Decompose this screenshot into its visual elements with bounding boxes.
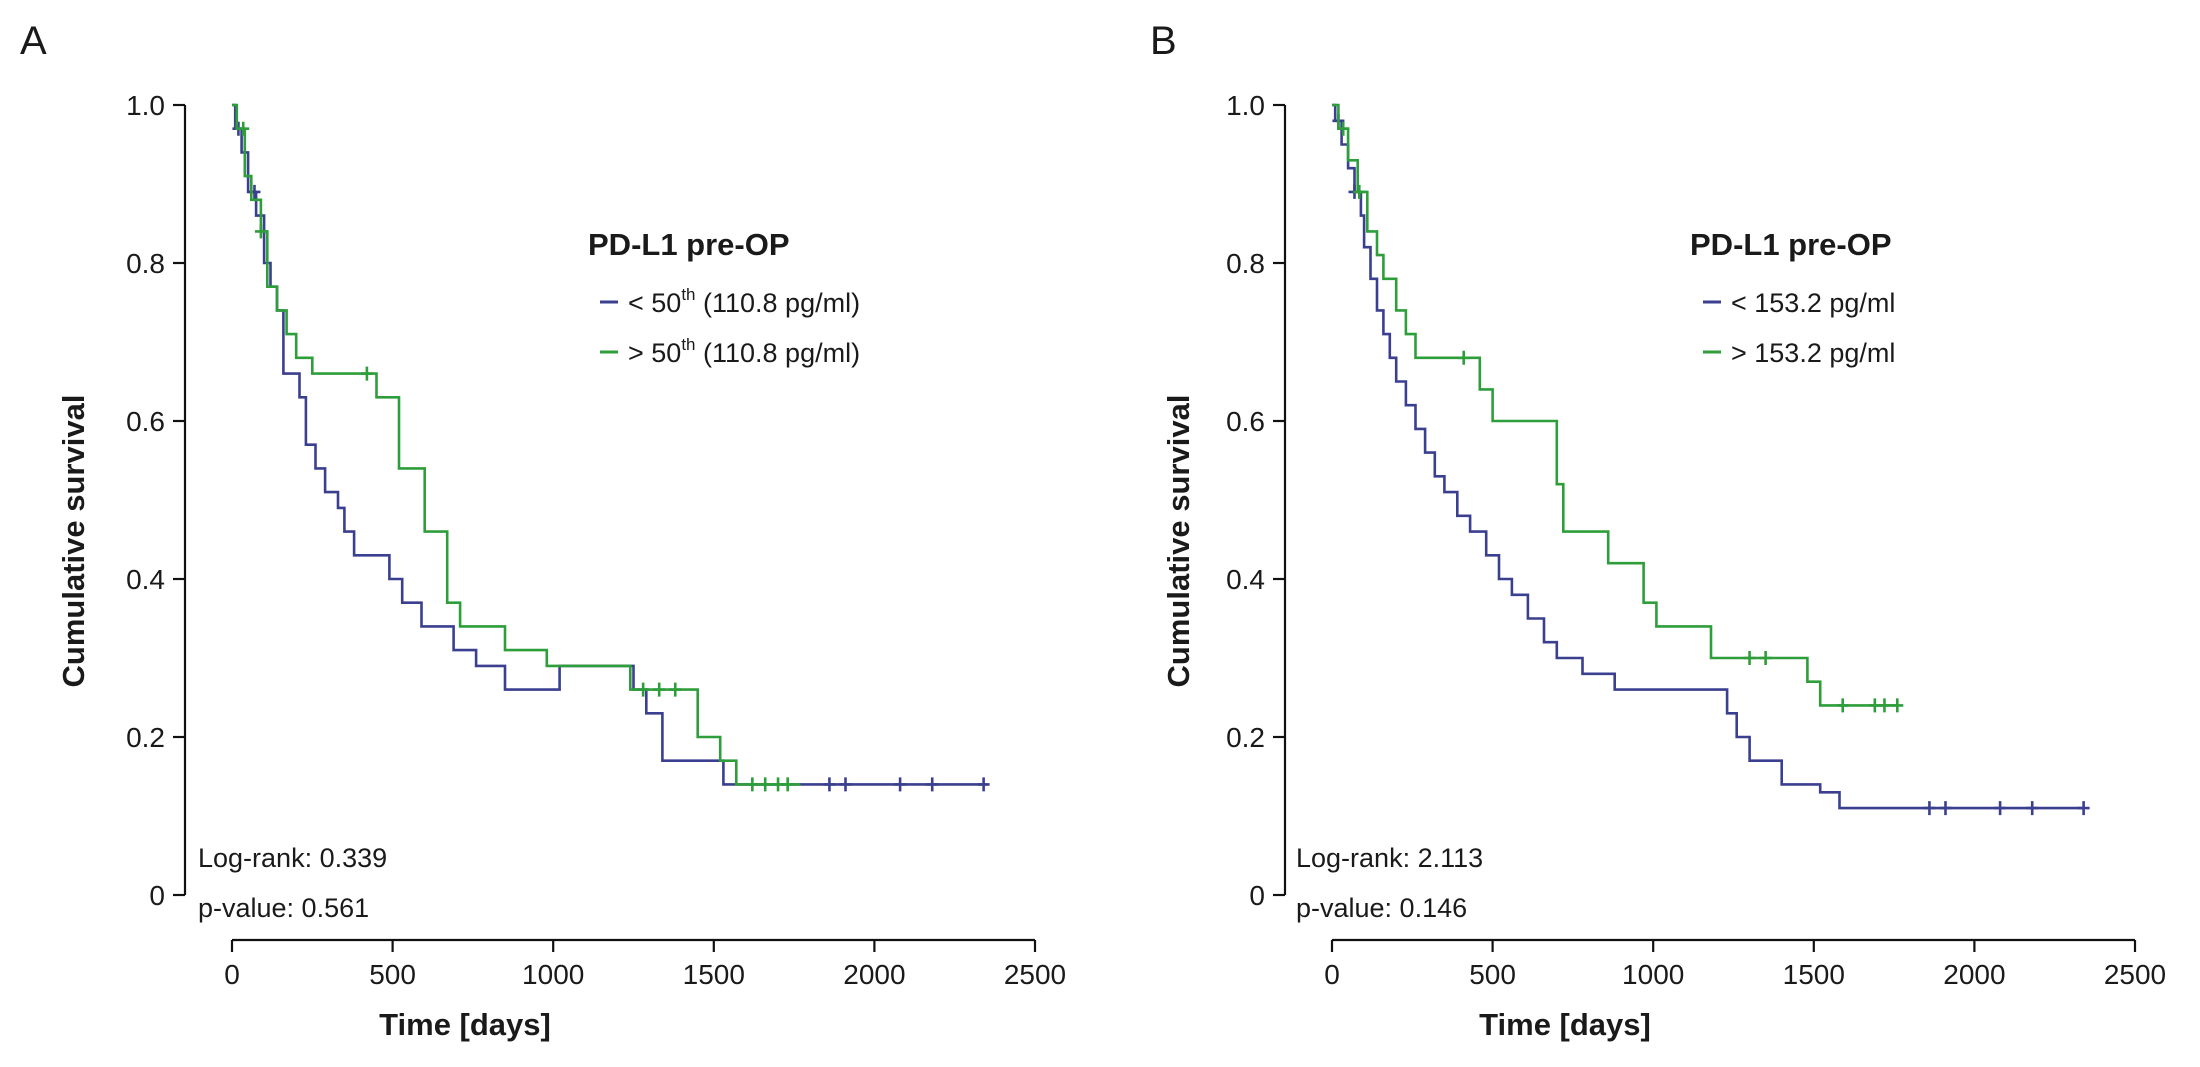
- censor-mark-high-b: [1759, 651, 1772, 665]
- x-tick-label-a: 1500: [683, 959, 745, 990]
- censor-mark-high-a: [759, 777, 772, 792]
- x-tick-label-a: 0: [224, 959, 240, 990]
- y-tick-label-a: 0: [149, 880, 165, 911]
- panel-letter-a: A: [20, 19, 47, 63]
- censor-mark-high-b: [1891, 698, 1904, 713]
- censor-mark-high-a: [237, 121, 250, 136]
- censor-mark-high-b: [1457, 350, 1470, 365]
- x-tick-label-b: 0: [1324, 959, 1340, 990]
- censor-mark-low-b: [1994, 801, 2007, 816]
- x-tick-label-a: 2500: [1004, 959, 1066, 990]
- y-axis-title-a: Cumulative survival: [56, 395, 91, 688]
- censor-mark-low-b: [2077, 801, 2090, 816]
- censor-mark-high-a: [360, 366, 373, 381]
- x-tick-label-b: 2500: [2104, 959, 2166, 990]
- x-tick-label-a: 1000: [522, 959, 584, 990]
- legend-label-low-b: < 153.2 pg/ml: [1731, 288, 1895, 318]
- censor-mark-high-b: [1743, 651, 1756, 665]
- y-tick-label-b: 0.8: [1226, 248, 1265, 279]
- censor-mark-low-a: [926, 777, 939, 792]
- y-tick-label-a: 0.2: [126, 722, 165, 753]
- censor-mark-high-a: [781, 777, 794, 792]
- y-tick-label-b: 1.0: [1226, 90, 1265, 121]
- log-rank-b: Log-rank: 2.113: [1296, 843, 1483, 873]
- censor-mark-low-a: [839, 777, 852, 792]
- censor-mark-high-b: [1353, 184, 1366, 199]
- panel-b: B Cumulative survival Time [days] PD-L1 …: [1150, 19, 2166, 1042]
- x-tick-label-a: 500: [369, 959, 416, 990]
- censor-mark-high-a: [637, 682, 650, 697]
- x-tick-label-a: 2000: [843, 959, 905, 990]
- km-curve-high-a: [232, 103, 801, 786]
- censor-mark-low-b: [2026, 801, 2039, 816]
- censor-mark-high-a: [669, 682, 682, 697]
- p-value-a: p-value: 0.561: [198, 893, 369, 923]
- censor-mark-low-b: [1923, 801, 1936, 816]
- censor-mark-high-b: [1878, 698, 1891, 713]
- censor-mark-high-a: [653, 682, 666, 697]
- y-tick-label-b: 0.2: [1226, 722, 1265, 753]
- y-tick-label-b: 0: [1249, 880, 1265, 911]
- censor-mark-low-a: [823, 777, 836, 792]
- censor-mark-low-b: [1939, 801, 1952, 816]
- x-axis-title-a: Time [days]: [379, 1007, 551, 1042]
- km-curve-low-b: [1332, 103, 2084, 810]
- km-curve-high-b: [1332, 103, 1898, 707]
- legend-label-high-a: > 50th (110.8 pg/ml): [628, 335, 860, 368]
- censor-mark-high-b: [1836, 698, 1849, 713]
- y-tick-label-a: 1.0: [126, 90, 165, 121]
- legend-label-low-a: < 50th (110.8 pg/ml): [628, 285, 860, 318]
- censor-mark-low-a: [894, 777, 907, 792]
- panel-a: A Cumulative survival Time [days] PD-L1 …: [20, 19, 1066, 1042]
- x-tick-label-b: 1000: [1622, 959, 1684, 990]
- y-tick-label-a: 0.4: [126, 564, 165, 595]
- legend-label-high-b: > 153.2 pg/ml: [1731, 338, 1895, 368]
- legend-title-a: PD-L1 pre-OP: [588, 227, 790, 262]
- legend-title-b: PD-L1 pre-OP: [1690, 227, 1892, 262]
- y-tick-label-a: 0.6: [126, 406, 165, 437]
- censor-mark-high-a: [254, 224, 267, 239]
- x-tick-label-b: 500: [1469, 959, 1516, 990]
- censor-mark-high-a: [746, 777, 759, 792]
- y-tick-label-b: 0.6: [1226, 406, 1265, 437]
- censor-mark-low-a: [977, 777, 990, 792]
- x-tick-label-b: 1500: [1783, 959, 1845, 990]
- km-curve-low-a: [232, 103, 987, 786]
- y-tick-label-b: 0.4: [1226, 564, 1265, 595]
- censor-mark-high-b: [1337, 121, 1350, 136]
- panel-letter-b: B: [1150, 19, 1177, 63]
- x-tick-label-b: 2000: [1943, 959, 2005, 990]
- y-axis-title-b: Cumulative survival: [1161, 395, 1196, 688]
- x-axis-title-b: Time [days]: [1479, 1007, 1651, 1042]
- p-value-b: p-value: 0.146: [1296, 893, 1467, 923]
- log-rank-a: Log-rank: 0.339: [198, 843, 387, 873]
- y-tick-label-a: 0.8: [126, 248, 165, 279]
